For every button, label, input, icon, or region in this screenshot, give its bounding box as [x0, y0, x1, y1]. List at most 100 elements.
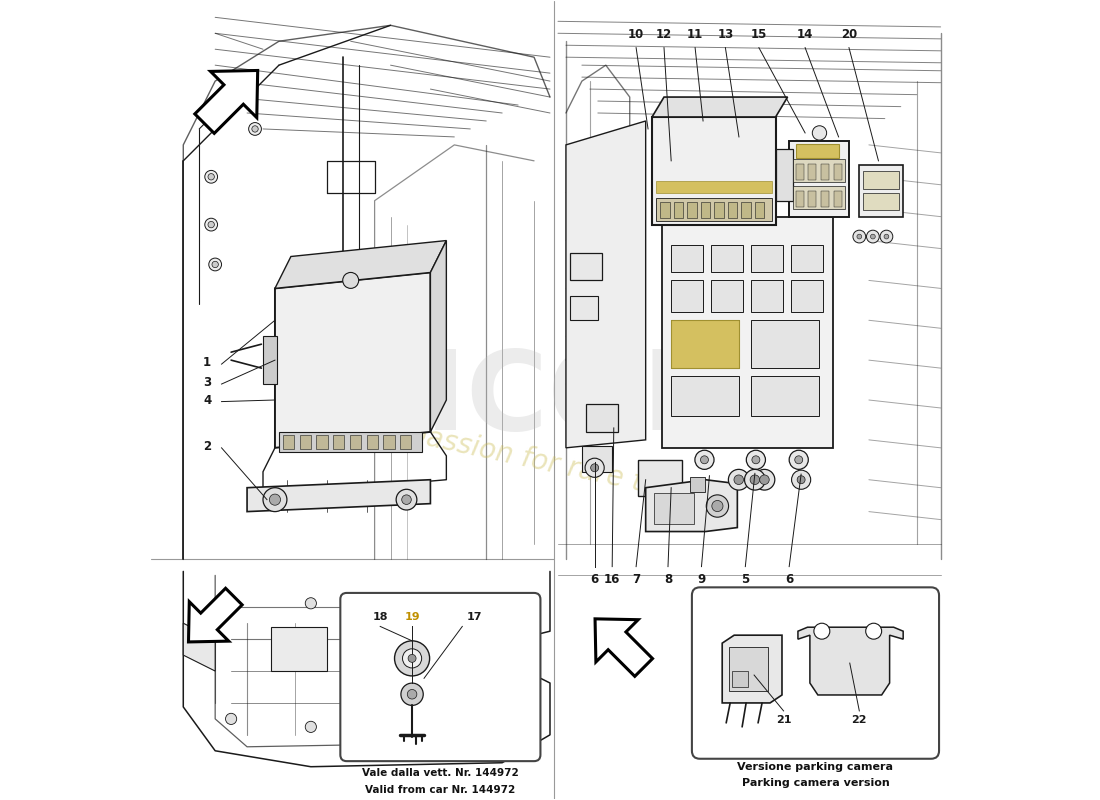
Circle shape — [884, 234, 889, 239]
Bar — [586, 404, 618, 432]
Circle shape — [212, 262, 219, 268]
Bar — [671, 376, 739, 416]
Bar — [652, 117, 776, 225]
Text: 8: 8 — [664, 573, 672, 586]
Text: 14: 14 — [796, 28, 813, 42]
Circle shape — [866, 623, 881, 639]
Bar — [808, 191, 816, 207]
Bar — [570, 253, 602, 281]
Polygon shape — [595, 619, 652, 676]
Circle shape — [205, 218, 218, 231]
Circle shape — [585, 458, 604, 478]
Bar — [789, 141, 849, 217]
Circle shape — [306, 722, 317, 733]
Text: 10: 10 — [628, 28, 645, 42]
Text: 2: 2 — [204, 440, 211, 453]
Bar — [366, 435, 377, 450]
Bar — [384, 435, 395, 450]
FancyBboxPatch shape — [340, 593, 540, 761]
Polygon shape — [798, 627, 903, 695]
Bar — [795, 164, 803, 180]
Bar — [570, 296, 597, 320]
Polygon shape — [652, 97, 788, 117]
Bar — [859, 165, 903, 217]
Circle shape — [857, 234, 861, 239]
Bar — [656, 181, 771, 193]
Text: 6: 6 — [591, 573, 598, 586]
Bar — [793, 186, 845, 209]
Circle shape — [750, 475, 760, 485]
Bar — [671, 320, 739, 368]
Bar — [791, 245, 823, 273]
Polygon shape — [248, 480, 430, 512]
Bar — [638, 460, 682, 496]
Circle shape — [249, 122, 262, 135]
Circle shape — [746, 450, 766, 470]
Circle shape — [760, 475, 769, 485]
Bar — [821, 191, 829, 207]
Text: 11: 11 — [688, 28, 703, 42]
Bar — [751, 320, 818, 368]
Circle shape — [794, 456, 803, 464]
Bar — [673, 202, 683, 218]
Bar — [741, 202, 751, 218]
Circle shape — [402, 495, 411, 505]
Circle shape — [789, 450, 808, 470]
Bar — [728, 647, 769, 691]
Circle shape — [496, 598, 508, 609]
Text: 17: 17 — [466, 612, 482, 622]
Circle shape — [591, 464, 598, 472]
Circle shape — [745, 470, 766, 490]
Bar — [751, 376, 818, 416]
Bar — [359, 635, 407, 675]
Text: 13: 13 — [717, 28, 734, 42]
Text: a passion for rare things: a passion for rare things — [381, 414, 719, 513]
Circle shape — [407, 690, 417, 699]
Text: 6: 6 — [785, 573, 793, 586]
Circle shape — [728, 470, 749, 490]
Circle shape — [706, 495, 728, 517]
Polygon shape — [275, 241, 447, 288]
Circle shape — [814, 623, 829, 639]
Bar — [271, 627, 327, 671]
Text: 3: 3 — [204, 376, 211, 389]
Bar — [751, 281, 783, 312]
Circle shape — [395, 641, 430, 676]
Text: Parking camera version: Parking camera version — [741, 778, 889, 788]
Text: 22: 22 — [851, 715, 867, 726]
Bar — [808, 164, 816, 180]
Text: 16: 16 — [604, 573, 620, 586]
Bar — [661, 217, 833, 448]
Bar — [671, 281, 703, 312]
Text: Vale dalla vett. Nr. 144972: Vale dalla vett. Nr. 144972 — [362, 767, 519, 778]
Circle shape — [812, 126, 826, 140]
Circle shape — [343, 273, 359, 288]
Bar — [732, 671, 748, 687]
Polygon shape — [195, 70, 257, 134]
Bar — [279, 432, 422, 452]
Text: 5: 5 — [741, 573, 749, 586]
Bar — [690, 478, 705, 492]
Circle shape — [425, 598, 436, 609]
Text: 7: 7 — [632, 573, 640, 586]
Bar — [821, 164, 829, 180]
Bar — [834, 164, 842, 180]
Bar — [582, 446, 613, 472]
Bar — [283, 435, 294, 450]
Circle shape — [208, 222, 214, 228]
Polygon shape — [430, 241, 447, 432]
Bar — [317, 435, 328, 450]
Bar — [751, 245, 783, 273]
Text: Valid from car Nr. 144972: Valid from car Nr. 144972 — [365, 785, 516, 795]
Circle shape — [792, 470, 811, 490]
Bar — [793, 159, 845, 182]
Circle shape — [701, 456, 708, 464]
Circle shape — [755, 470, 774, 490]
Circle shape — [695, 450, 714, 470]
Circle shape — [205, 170, 218, 183]
Text: 9: 9 — [697, 573, 705, 586]
Text: 4: 4 — [204, 394, 211, 406]
Bar — [714, 202, 724, 218]
Text: 19: 19 — [405, 612, 420, 622]
Circle shape — [870, 234, 876, 239]
